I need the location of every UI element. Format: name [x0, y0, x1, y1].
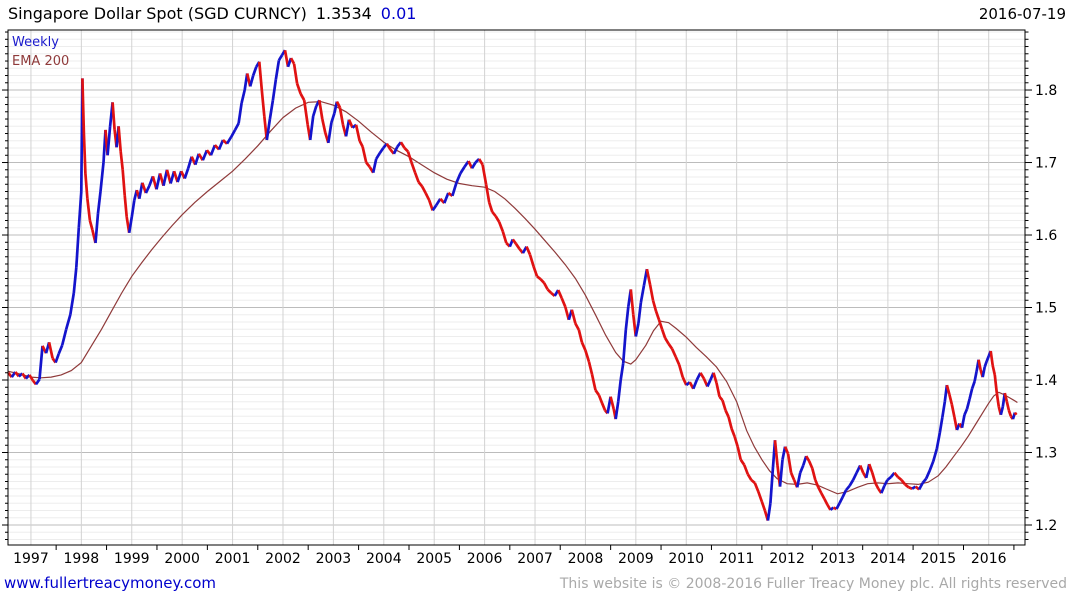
x-axis-tick-label: 2014 — [870, 551, 906, 567]
x-axis-tick-label: 2007 — [517, 551, 553, 567]
chart-title: Singapore Dollar Spot (SGD CURNCY) 1.3534… — [8, 4, 416, 23]
x-axis-tick-label: 2003 — [316, 551, 352, 567]
x-axis-tick-label: 2015 — [920, 551, 956, 567]
legend-item-weekly: Weekly — [12, 33, 69, 52]
instrument-name: Singapore Dollar Spot (SGD CURNCY) — [8, 4, 307, 23]
website-link[interactable]: www.fullertreacymoney.com — [4, 574, 217, 592]
x-axis-tick-label: 1998 — [64, 551, 100, 567]
x-axis-tick-label: 2008 — [568, 551, 604, 567]
y-axis-tick-label: 1.4 — [1035, 373, 1057, 389]
chart-legend: Weekly EMA 200 — [12, 33, 69, 71]
x-axis-tick-label: 1997 — [13, 551, 49, 567]
y-axis-tick-label: 1.7 — [1035, 156, 1057, 172]
x-axis-tick-label: 2010 — [668, 551, 704, 567]
x-axis-tick-label: 2001 — [215, 551, 251, 567]
x-axis-tick-label: 2011 — [719, 551, 755, 567]
legend-label-ema: EMA 200 — [12, 54, 70, 69]
x-axis-tick-label: 2000 — [164, 551, 200, 567]
y-axis-tick-label: 1.5 — [1035, 301, 1057, 317]
copyright-text: This website is © 2008-2016 Fuller Treac… — [559, 576, 1067, 592]
x-axis-tick-label: 2004 — [366, 551, 402, 567]
x-axis-tick-label: 2013 — [820, 551, 856, 567]
y-axis-tick-label: 1.2 — [1035, 518, 1057, 534]
x-axis-tick-label: 2016 — [971, 551, 1007, 567]
x-axis-tick-label: 2006 — [467, 551, 503, 567]
x-axis-tick-label: 1999 — [114, 551, 150, 567]
x-axis-tick-label: 2005 — [416, 551, 452, 567]
legend-item-ema: EMA 200 — [12, 52, 69, 71]
x-axis-tick-label: 2009 — [618, 551, 654, 567]
price-change: 0.01 — [380, 4, 417, 23]
x-axis-tick-label: 2002 — [265, 551, 301, 567]
chart-date: 2016-07-19 — [978, 5, 1066, 23]
y-axis-tick-label: 1.8 — [1035, 83, 1057, 99]
y-axis-tick-label: 1.3 — [1035, 445, 1057, 461]
legend-label-weekly: Weekly — [12, 35, 59, 50]
last-price: 1.3534 — [315, 4, 372, 23]
x-axis-tick-label: 2012 — [769, 551, 805, 567]
y-axis-tick-label: 1.6 — [1035, 228, 1057, 244]
